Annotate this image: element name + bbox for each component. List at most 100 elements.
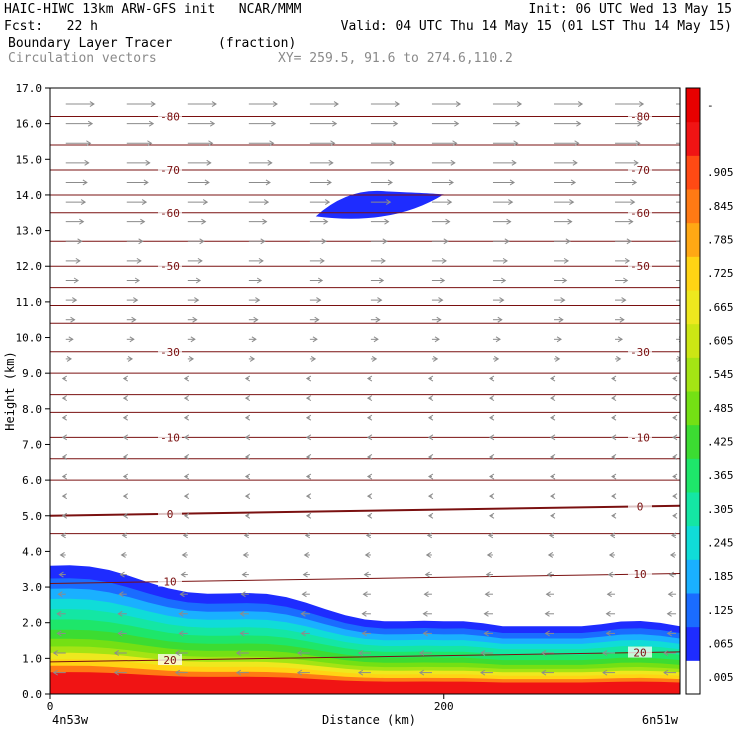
vector-arrowhead bbox=[483, 630, 489, 637]
vector-arrowhead bbox=[145, 159, 151, 166]
vector-arrowhead bbox=[569, 199, 575, 205]
vector-arrowhead bbox=[305, 473, 312, 480]
colorbar-swatch bbox=[686, 290, 700, 325]
vector-arrowhead bbox=[366, 395, 373, 402]
vector-arrowhead bbox=[328, 159, 334, 166]
contour-label-bg bbox=[158, 345, 182, 357]
vector-arrowhead bbox=[497, 316, 503, 323]
vector-arrowhead bbox=[305, 493, 312, 500]
vector-arrowhead bbox=[244, 414, 251, 421]
y-tick-label: 3.0 bbox=[22, 581, 42, 594]
y-tick-label: 13.0 bbox=[16, 225, 43, 238]
vector-arrowhead bbox=[672, 473, 678, 480]
contour-label-bg bbox=[158, 431, 182, 443]
vector-arrowhead bbox=[61, 375, 68, 382]
vector-arrowhead bbox=[138, 238, 144, 245]
contour-label: -30 bbox=[160, 346, 180, 359]
vector-arrowhead bbox=[489, 414, 495, 421]
vector-arrowhead bbox=[75, 257, 81, 264]
vector-arrowhead bbox=[199, 238, 205, 245]
colorbar-label: .365 bbox=[707, 469, 734, 482]
vector-arrowhead bbox=[638, 101, 645, 107]
colorbar-label: .245 bbox=[707, 537, 734, 550]
contour-label-bg bbox=[628, 568, 652, 580]
vector-arrowhead bbox=[86, 140, 92, 147]
colorbar-swatch bbox=[686, 424, 700, 459]
vector-arrowhead bbox=[52, 669, 59, 676]
colorbar-swatch bbox=[686, 222, 700, 257]
vector-arrowhead bbox=[516, 101, 523, 107]
colorbar-label: .185 bbox=[707, 570, 734, 583]
colorbar-swatch bbox=[686, 593, 700, 628]
vector-arrowhead bbox=[366, 434, 373, 441]
vector-arrowhead bbox=[332, 120, 338, 127]
vector-arrowhead bbox=[489, 493, 495, 500]
vector-arrowhead bbox=[611, 375, 617, 382]
vector-arrowhead bbox=[59, 552, 65, 558]
vector-arrowhead bbox=[550, 375, 556, 382]
vector-arrowhead bbox=[61, 473, 68, 480]
colorbar-label: .605 bbox=[707, 335, 734, 348]
vector-arrowhead bbox=[506, 218, 512, 225]
vector-arrowhead bbox=[181, 552, 187, 558]
contour-label: 10 bbox=[163, 576, 176, 589]
vector-arrowhead bbox=[73, 277, 80, 284]
vector-arrowhead bbox=[72, 297, 78, 304]
vector-arrowhead bbox=[378, 277, 385, 284]
x-tick-label: 200 bbox=[434, 700, 454, 713]
y-tick-label: 11.0 bbox=[16, 296, 43, 309]
vector-arrowhead bbox=[61, 414, 68, 421]
vector-arrowhead bbox=[330, 140, 336, 147]
vector-arrowhead bbox=[489, 473, 495, 480]
vector-arrowhead bbox=[113, 650, 120, 656]
colorbar-label: .845 bbox=[707, 200, 734, 213]
colorbar-swatch bbox=[686, 492, 700, 527]
vector-arrowhead bbox=[607, 571, 613, 578]
vector-arrowhead bbox=[239, 610, 245, 617]
vector-arrowhead bbox=[611, 512, 617, 519]
colorbar-frame bbox=[685, 87, 701, 695]
colorbar-label: .005 bbox=[707, 671, 734, 684]
vector-arrowhead bbox=[240, 591, 246, 598]
vector-arrowhead bbox=[61, 493, 68, 500]
vector-arrowhead bbox=[66, 355, 72, 362]
vector-arrowhead bbox=[511, 159, 517, 166]
vector-arrowhead bbox=[258, 257, 264, 264]
vector-arrowhead bbox=[384, 218, 390, 225]
vector-arrowhead bbox=[441, 257, 447, 264]
vector-arrowhead bbox=[190, 336, 196, 343]
vector-arrowhead bbox=[82, 179, 88, 186]
vector-arrowhead bbox=[550, 434, 556, 441]
y-tick-label: 0.0 bbox=[22, 688, 42, 701]
vector-label: Circulation vectors bbox=[8, 51, 157, 66]
x-axis-label: Distance (km) bbox=[322, 713, 416, 727]
vector-arrowhead bbox=[550, 512, 556, 519]
vector-arrowhead bbox=[611, 395, 617, 402]
vector-arrowhead bbox=[147, 140, 153, 147]
vector-arrowhead bbox=[616, 355, 622, 362]
vector-arrowhead bbox=[56, 630, 62, 637]
vector-arrowhead bbox=[174, 669, 181, 676]
vector-arrowhead bbox=[611, 493, 617, 500]
vector-arrowhead bbox=[611, 454, 617, 460]
vector-arrowhead bbox=[366, 375, 373, 382]
contour-label-bg bbox=[158, 110, 182, 122]
vector-arrowhead bbox=[183, 512, 190, 519]
contour-label: -10 bbox=[630, 431, 650, 444]
vector-arrowhead bbox=[502, 257, 508, 264]
vector-arrowhead bbox=[148, 120, 155, 127]
vector-arrowhead bbox=[546, 571, 552, 578]
vector-arrowhead bbox=[483, 610, 489, 617]
vector-arrowhead bbox=[143, 179, 149, 186]
vector-arrowhead bbox=[242, 552, 248, 558]
vector-arrowhead bbox=[671, 532, 677, 539]
contour-label-bg bbox=[628, 500, 652, 512]
vector-arrowhead bbox=[672, 375, 678, 382]
vector-arrowhead bbox=[121, 532, 127, 539]
vector-arrowhead bbox=[427, 493, 434, 500]
vector-arrowhead bbox=[136, 257, 142, 264]
contour-label: 0 bbox=[637, 500, 644, 513]
vector-arrowhead bbox=[484, 591, 490, 598]
vector-arrowhead bbox=[489, 454, 495, 460]
temperature-contour bbox=[50, 572, 680, 584]
